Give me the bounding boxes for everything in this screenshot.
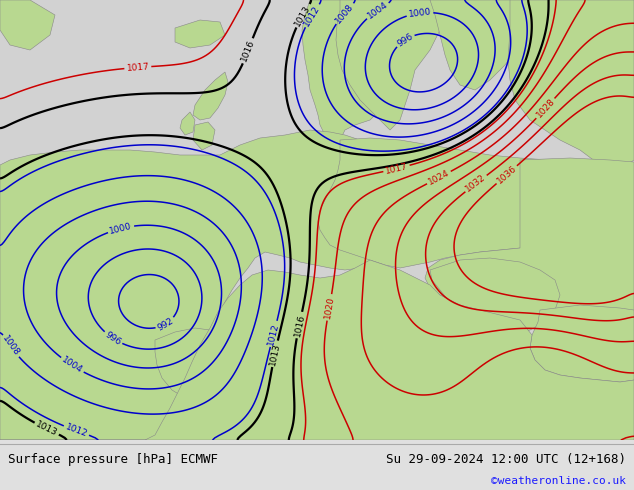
Text: 992: 992: [156, 316, 175, 332]
Text: 1008: 1008: [333, 1, 355, 25]
Text: Surface pressure [hPa] ECMWF: Surface pressure [hPa] ECMWF: [8, 452, 217, 466]
Text: 1028: 1028: [534, 97, 557, 120]
Text: 1000: 1000: [408, 7, 432, 19]
Polygon shape: [175, 20, 225, 48]
Text: 1000: 1000: [108, 221, 133, 236]
Polygon shape: [336, 0, 450, 130]
Text: 1020: 1020: [323, 295, 336, 319]
Text: 1012: 1012: [64, 422, 89, 439]
Polygon shape: [193, 72, 228, 120]
Text: 1016: 1016: [293, 313, 306, 337]
Polygon shape: [430, 0, 530, 90]
Polygon shape: [425, 158, 634, 332]
Text: 996: 996: [396, 31, 415, 49]
Polygon shape: [193, 122, 215, 150]
Text: 1032: 1032: [464, 173, 488, 194]
Polygon shape: [302, 0, 420, 150]
Polygon shape: [530, 305, 634, 382]
Text: 1013: 1013: [268, 342, 281, 366]
Polygon shape: [0, 260, 634, 440]
Text: 1036: 1036: [495, 164, 519, 186]
Text: 1008: 1008: [0, 334, 21, 358]
Text: 1017: 1017: [384, 162, 409, 175]
Text: 1012: 1012: [302, 3, 321, 27]
Text: 1004: 1004: [60, 355, 84, 375]
Text: 996: 996: [103, 330, 122, 347]
Text: 1024: 1024: [427, 169, 451, 187]
Polygon shape: [318, 138, 634, 268]
Polygon shape: [0, 130, 465, 440]
Text: 1013: 1013: [34, 420, 59, 438]
Text: 1017: 1017: [126, 62, 150, 73]
Text: ©weatheronline.co.uk: ©weatheronline.co.uk: [491, 476, 626, 486]
Polygon shape: [155, 328, 230, 400]
Text: 1004: 1004: [366, 0, 389, 21]
Polygon shape: [430, 258, 560, 335]
Text: Su 29-09-2024 12:00 UTC (12+168): Su 29-09-2024 12:00 UTC (12+168): [386, 452, 626, 466]
Text: 1016: 1016: [240, 39, 256, 63]
Polygon shape: [0, 0, 55, 50]
Polygon shape: [180, 112, 195, 135]
Text: 1013: 1013: [293, 3, 312, 28]
Text: 1012: 1012: [266, 322, 281, 346]
Polygon shape: [508, 0, 634, 170]
